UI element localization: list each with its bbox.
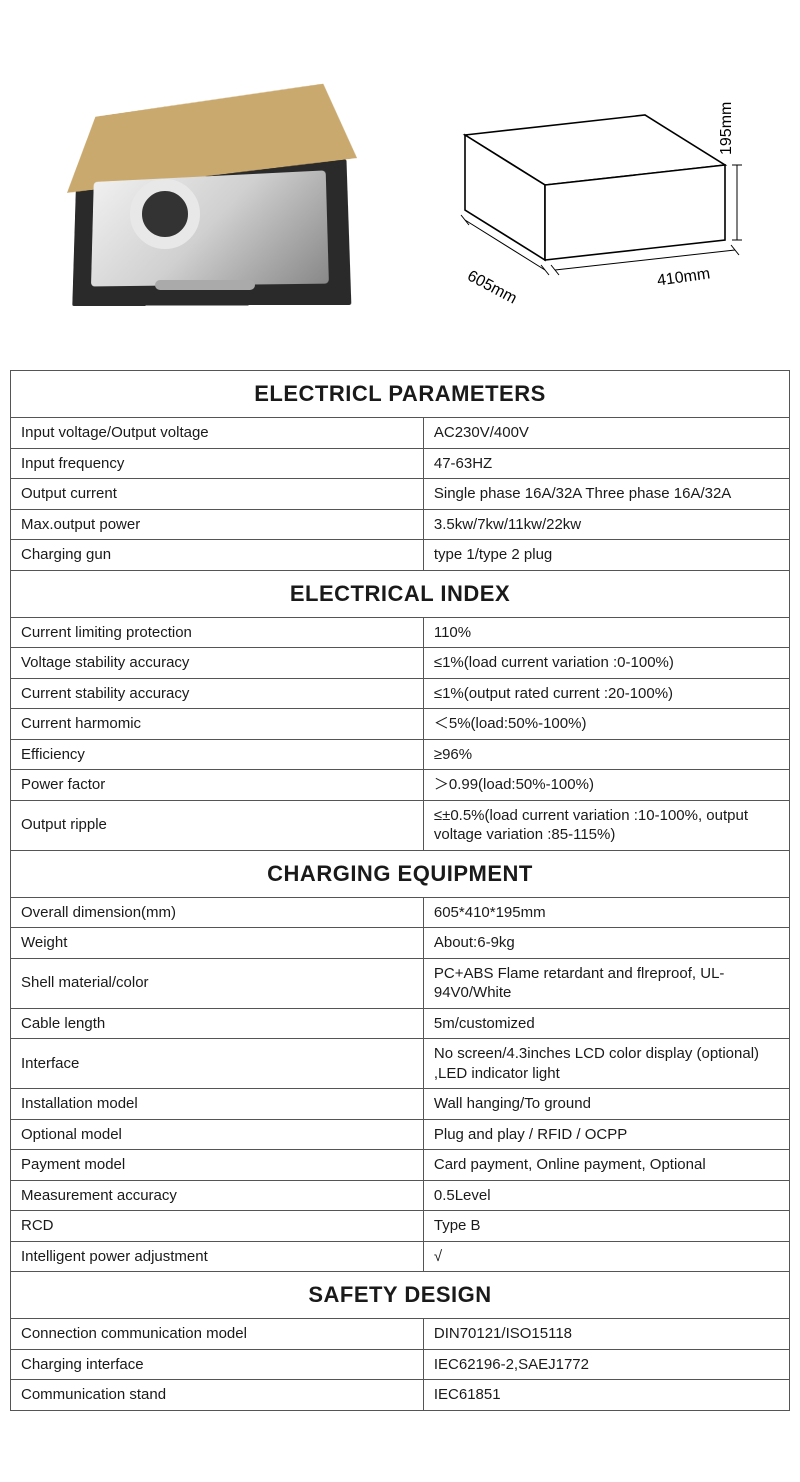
spec-label: Input frequency bbox=[11, 448, 424, 479]
table-row: Max.output power3.5kw/7kw/11kw/22kw bbox=[11, 509, 790, 540]
spec-value: ＜5%(load:50%-100%) bbox=[423, 709, 789, 740]
spec-value: ≥96% bbox=[423, 739, 789, 770]
spec-label: Efficiency bbox=[11, 739, 424, 770]
spec-value: IEC61851 bbox=[423, 1380, 789, 1411]
spec-value: 0.5Level bbox=[423, 1180, 789, 1211]
table-row: Measurement accuracy0.5Level bbox=[11, 1180, 790, 1211]
top-image-row: 605mm 410mm 195mm bbox=[0, 0, 800, 360]
spec-value: 47-63HZ bbox=[423, 448, 789, 479]
spec-value: 110% bbox=[423, 617, 789, 648]
spec-label: Cable length bbox=[11, 1008, 424, 1039]
spec-label: Charging interface bbox=[11, 1349, 424, 1380]
table-row: Current limiting protection110% bbox=[11, 617, 790, 648]
spec-value: 3.5kw/7kw/11kw/22kw bbox=[423, 509, 789, 540]
spec-value: About:6-9kg bbox=[423, 928, 789, 959]
spec-value: AC230V/400V bbox=[423, 418, 789, 449]
spec-value: ≤±0.5%(load current variation :10-100%, … bbox=[423, 800, 789, 850]
table-row: Optional modelPlug and play / RFID / OCP… bbox=[11, 1119, 790, 1150]
specifications-table: ELECTRICL PARAMETERSInput voltage/Output… bbox=[10, 370, 790, 1411]
spec-value: √ bbox=[423, 1241, 789, 1272]
spec-label: Current limiting protection bbox=[11, 617, 424, 648]
spec-label: Current stability accuracy bbox=[11, 678, 424, 709]
dimension-height-label: 195mm bbox=[718, 102, 736, 155]
section-header: CHARGING EQUIPMENT bbox=[11, 850, 790, 897]
table-row: Output ripple≤±0.5%(load current variati… bbox=[11, 800, 790, 850]
spec-label: Weight bbox=[11, 928, 424, 959]
table-row: Efficiency≥96% bbox=[11, 739, 790, 770]
spec-value: Wall hanging/To ground bbox=[423, 1089, 789, 1120]
table-row: Overall dimension(mm)605*410*195mm bbox=[11, 897, 790, 928]
product-packaging-photo bbox=[35, 45, 375, 325]
spec-value: Type B bbox=[423, 1211, 789, 1242]
table-row: Charging interfaceIEC62196-2,SAEJ1772 bbox=[11, 1349, 790, 1380]
section-header: ELECTRICAL INDEX bbox=[11, 570, 790, 617]
table-row: Input frequency47-63HZ bbox=[11, 448, 790, 479]
section-header: ELECTRICL PARAMETERS bbox=[11, 371, 790, 418]
spec-label: Output current bbox=[11, 479, 424, 510]
box-dimension-diagram: 605mm 410mm 195mm bbox=[405, 55, 765, 315]
spec-label: Connection communication model bbox=[11, 1319, 424, 1350]
spec-label: Communication stand bbox=[11, 1380, 424, 1411]
table-row: Payment modelCard payment, Online paymen… bbox=[11, 1150, 790, 1181]
table-row: Shell material/colorPC+ABS Flame retarda… bbox=[11, 958, 790, 1008]
spec-label: Output ripple bbox=[11, 800, 424, 850]
spec-label: Payment model bbox=[11, 1150, 424, 1181]
table-row: Current stability accuracy≤1%(output rat… bbox=[11, 678, 790, 709]
spec-value: 605*410*195mm bbox=[423, 897, 789, 928]
table-row: InterfaceNo screen/4.3inches LCD color d… bbox=[11, 1039, 790, 1089]
table-row: Output currentSingle phase 16A/32A Three… bbox=[11, 479, 790, 510]
spec-label: Voltage stability accuracy bbox=[11, 648, 424, 679]
spec-value: PC+ABS Flame retardant and flreproof, UL… bbox=[423, 958, 789, 1008]
spec-value: ＞0.99(load:50%-100%) bbox=[423, 770, 789, 801]
spec-value: Plug and play / RFID / OCPP bbox=[423, 1119, 789, 1150]
spec-value: ≤1%(load current variation :0-100%) bbox=[423, 648, 789, 679]
spec-value: 5m/customized bbox=[423, 1008, 789, 1039]
table-row: Voltage stability accuracy≤1%(load curre… bbox=[11, 648, 790, 679]
spec-label: Overall dimension(mm) bbox=[11, 897, 424, 928]
table-row: Intelligent power adjustment√ bbox=[11, 1241, 790, 1272]
table-row: Current harmomic＜5%(load:50%-100%) bbox=[11, 709, 790, 740]
table-row: Communication standIEC61851 bbox=[11, 1380, 790, 1411]
table-row: Connection communication modelDIN70121/I… bbox=[11, 1319, 790, 1350]
table-row: WeightAbout:6-9kg bbox=[11, 928, 790, 959]
spec-value: IEC62196-2,SAEJ1772 bbox=[423, 1349, 789, 1380]
spec-label: Measurement accuracy bbox=[11, 1180, 424, 1211]
table-row: RCDType B bbox=[11, 1211, 790, 1242]
spec-value: ≤1%(output rated current :20-100%) bbox=[423, 678, 789, 709]
spec-label: Optional model bbox=[11, 1119, 424, 1150]
table-row: Input voltage/Output voltageAC230V/400V bbox=[11, 418, 790, 449]
spec-value: Card payment, Online payment, Optional bbox=[423, 1150, 789, 1181]
spec-label: Intelligent power adjustment bbox=[11, 1241, 424, 1272]
spec-label: RCD bbox=[11, 1211, 424, 1242]
table-row: Power factor＞0.99(load:50%-100%) bbox=[11, 770, 790, 801]
spec-label: Max.output power bbox=[11, 509, 424, 540]
spec-label: Current harmomic bbox=[11, 709, 424, 740]
spec-label: Installation model bbox=[11, 1089, 424, 1120]
section-header: SAFETY DESIGN bbox=[11, 1272, 790, 1319]
spec-value: DIN70121/ISO15118 bbox=[423, 1319, 789, 1350]
spec-value: Single phase 16A/32A Three phase 16A/32A bbox=[423, 479, 789, 510]
spec-label: Input voltage/Output voltage bbox=[11, 418, 424, 449]
spec-value: No screen/4.3inches LCD color display (o… bbox=[423, 1039, 789, 1089]
spec-label: Shell material/color bbox=[11, 958, 424, 1008]
spec-value: type 1/type 2 plug bbox=[423, 540, 789, 571]
table-row: Installation modelWall hanging/To ground bbox=[11, 1089, 790, 1120]
table-row: Charging guntype 1/type 2 plug bbox=[11, 540, 790, 571]
spec-label: Interface bbox=[11, 1039, 424, 1089]
table-row: Cable length5m/customized bbox=[11, 1008, 790, 1039]
spec-label: Charging gun bbox=[11, 540, 424, 571]
spec-label: Power factor bbox=[11, 770, 424, 801]
